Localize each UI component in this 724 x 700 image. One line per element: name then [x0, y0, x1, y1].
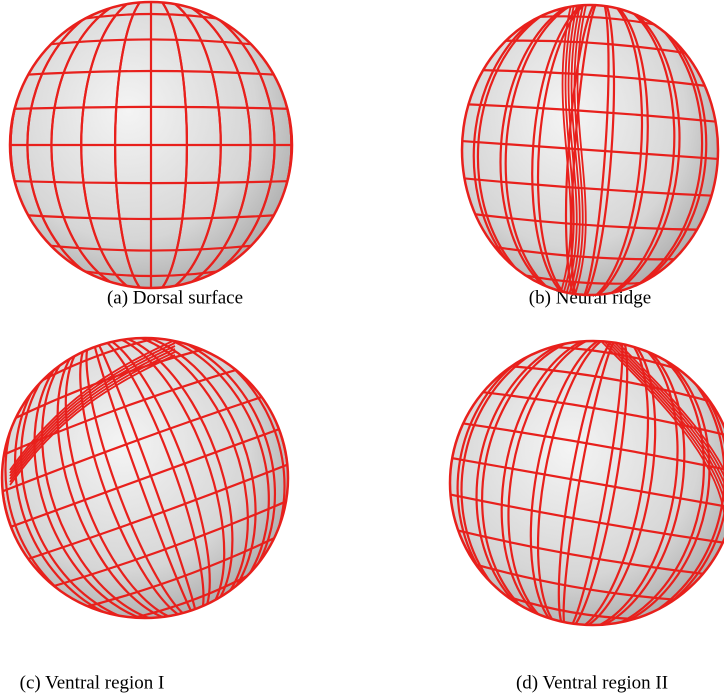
parallel	[548, 627, 585, 642]
caption: (a) Dorsal surface	[107, 287, 243, 308]
figure: (a) Dorsal surface (b) Neural ridge (c) …	[0, 0, 724, 700]
parallel	[74, 323, 111, 344]
parallel	[582, 0, 619, 1]
parallel	[179, 612, 216, 633]
page: (a) Dorsal surface (b) Neural ridge (c) …	[0, 0, 724, 700]
caption: (c) Ventral region I	[20, 672, 165, 693]
parallel	[601, 324, 638, 339]
caption: (d) Ventral region II	[516, 672, 668, 693]
